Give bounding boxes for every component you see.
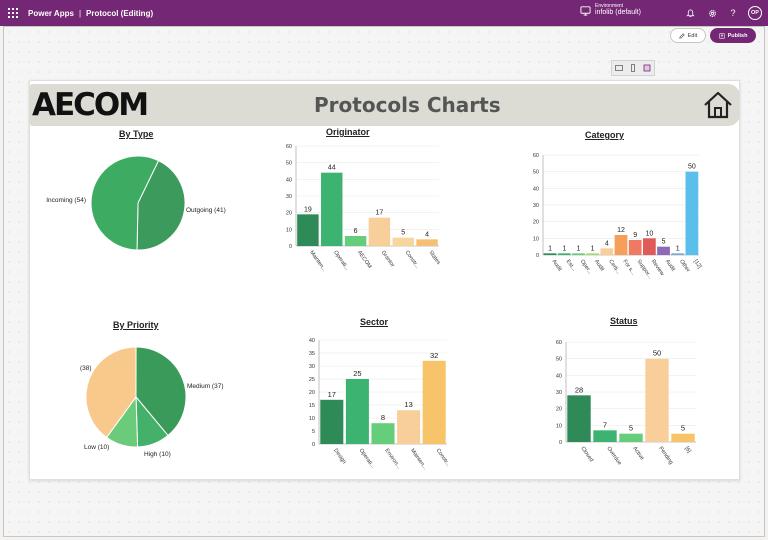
chart-title-category: Category — [585, 130, 625, 140]
help-icon[interactable]: ? — [730, 8, 736, 18]
top-bar: Power Apps | Protocol (Editing) Environm… — [0, 0, 768, 26]
environment-value: infolib (default) — [595, 9, 641, 16]
environment-picker[interactable]: Environment infolib (default) — [580, 4, 641, 16]
chart-title-sector: Sector — [360, 317, 389, 327]
publish-button-label: Publish — [727, 32, 748, 39]
device-preview-bar — [611, 60, 655, 76]
edit-button[interactable]: Edit — [670, 28, 706, 43]
chart-title-originator: Originator — [326, 127, 370, 137]
title-separator: | — [78, 8, 82, 18]
publish-button[interactable]: Publish — [710, 28, 756, 43]
phone-icon[interactable] — [629, 64, 637, 72]
environment-label: Environment — [595, 3, 624, 9]
app-screen — [29, 80, 740, 480]
chart-title-status: Status — [610, 316, 638, 326]
bell-icon[interactable] — [684, 7, 696, 19]
aecom-logo: AECOM — [32, 87, 149, 123]
pencil-icon — [679, 32, 685, 39]
document-title: Protocol (Editing) — [86, 8, 154, 18]
tablet-icon[interactable] — [615, 64, 623, 72]
chart-title-by-priority: By Priority — [113, 320, 159, 330]
waffle-icon[interactable] — [0, 0, 26, 26]
app-name[interactable]: Power Apps — [28, 8, 74, 18]
page-title: Protocols Charts — [314, 93, 501, 117]
screen-icon[interactable] — [643, 64, 651, 72]
app-header — [29, 84, 740, 126]
environment-icon — [580, 5, 591, 16]
home-icon[interactable] — [702, 90, 734, 120]
settings-icon[interactable] — [706, 7, 718, 19]
user-avatar[interactable]: OP — [748, 6, 762, 20]
chart-title-by-type: By Type — [119, 129, 154, 139]
edit-button-label: Edit — [687, 32, 698, 39]
publish-icon — [719, 32, 725, 39]
